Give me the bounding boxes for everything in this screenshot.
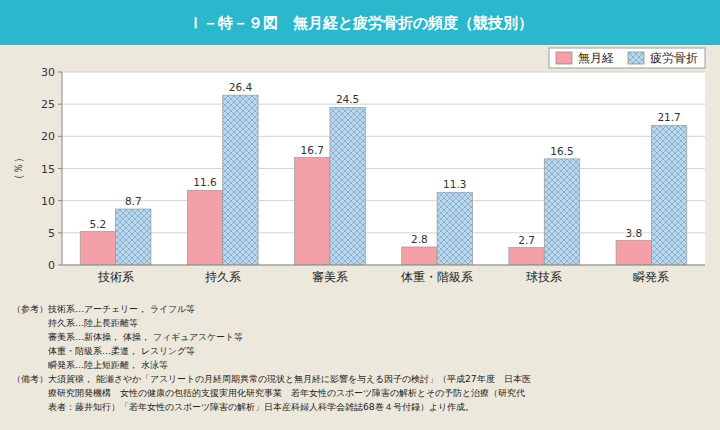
y-tick — [58, 168, 62, 169]
y-tick — [58, 265, 62, 266]
y-tick — [58, 200, 62, 201]
bar — [330, 107, 365, 265]
data-label: 2.8 — [411, 233, 428, 245]
grid-line — [62, 265, 705, 266]
y-tick-label: 5 — [48, 227, 55, 240]
data-label: 8.7 — [125, 195, 142, 207]
grid-line — [62, 200, 705, 201]
legend-swatch — [628, 52, 644, 64]
data-label: 16.7 — [301, 144, 324, 156]
legend-label: 疲労骨折 — [650, 51, 698, 65]
y-tick — [58, 104, 62, 105]
x-tick-label: 球技系 — [526, 270, 562, 284]
data-label: 5.2 — [90, 218, 107, 230]
y-tick-label: 25 — [41, 98, 55, 111]
data-label: 21.7 — [657, 111, 680, 123]
notes: （参考）技術系…アーチェリー， ライフル等 持久系…陸上長距離等 審美系…新体操… — [12, 303, 531, 412]
legend: 無月経 疲労骨折 — [549, 48, 705, 68]
title: Ｉ－特－９図 無月経と疲労骨折の頻度（競技別） — [188, 14, 533, 32]
note-line: 表者：藤井知行）「若年女性のスポーツ障害の解析」日本産科婦人科学会雑誌68巻４号… — [12, 401, 474, 412]
grid-line — [62, 232, 705, 233]
legend-label: 無月経 — [578, 51, 614, 65]
bar — [295, 158, 330, 265]
bar — [509, 248, 544, 265]
bar — [402, 247, 437, 265]
data-label: 3.8 — [625, 227, 642, 239]
y-tick-label: 10 — [41, 195, 55, 208]
bar — [80, 232, 115, 265]
y-axis-label: （％） — [12, 152, 25, 185]
chart: Ｉ－特－９図 無月経と疲労骨折の頻度（競技別） 0 5 10 15 20 25 30 （％） 5.… — [0, 0, 720, 430]
y-tick-label: 30 — [41, 66, 55, 79]
note-line: 持久系…陸上長距離等 — [12, 317, 138, 328]
bar — [616, 241, 651, 265]
bar — [651, 125, 686, 265]
data-label: 2.7 — [518, 234, 535, 246]
x-tick-label: 持久系 — [205, 270, 241, 284]
y-tick-label: 15 — [41, 163, 55, 176]
data-label: 26.4 — [229, 81, 253, 93]
bar — [544, 159, 579, 265]
grid-line — [62, 136, 705, 137]
note-line: （備考）大須賀穣， 能瀬さやか「アスリートの月経周期異常の現状と無月経に影響を与… — [12, 373, 531, 384]
y-tick — [58, 232, 62, 233]
x-tick-label: 瞬発系 — [633, 270, 669, 284]
note-line: 審美系…新体操， 体操， フィギュアスケート等 — [12, 331, 243, 342]
legend-frame — [549, 48, 705, 68]
data-label: 11.6 — [193, 176, 217, 188]
x-tick-label: 審美系 — [312, 270, 348, 284]
bars — [80, 95, 687, 265]
note-line: （参考）技術系…アーチェリー， ライフル等 — [12, 303, 195, 314]
note-line: 体重・階級系…柔道， レスリング等 — [12, 345, 195, 356]
x-tick-label: 技術系 — [97, 270, 134, 284]
data-labels: 5.2 11.6 16.7 2.8 2.7 3.8 8.7 26.4 24.5 11.3 16.5 2… — [90, 81, 681, 245]
y-tick — [58, 72, 62, 73]
grid-line — [62, 104, 705, 105]
note-line: 療研究開発機構 女性の健康の包括的支援実用化研究事業 若年女性のスポーツ障害の解… — [12, 387, 525, 398]
grid-line — [62, 168, 705, 169]
bar — [116, 209, 151, 265]
data-label: 24.5 — [336, 93, 359, 105]
note-line: 瞬発系…陸上短距離， 水泳等 — [12, 359, 168, 370]
plot-background — [62, 72, 705, 265]
bar — [437, 192, 472, 265]
data-label: 16.5 — [550, 145, 573, 157]
y-tick-label: 0 — [48, 259, 55, 272]
y-axis-line — [62, 72, 63, 265]
bar — [187, 190, 222, 265]
legend-swatch — [556, 52, 572, 64]
x-axis-line — [62, 265, 705, 266]
y-tick-label: 20 — [41, 130, 55, 143]
grid-line — [62, 72, 705, 73]
data-label: 11.3 — [443, 178, 466, 190]
title-bar — [0, 0, 720, 45]
bar — [223, 95, 258, 265]
x-tick-label: 体重・階級系 — [401, 270, 473, 284]
y-tick — [58, 136, 62, 137]
